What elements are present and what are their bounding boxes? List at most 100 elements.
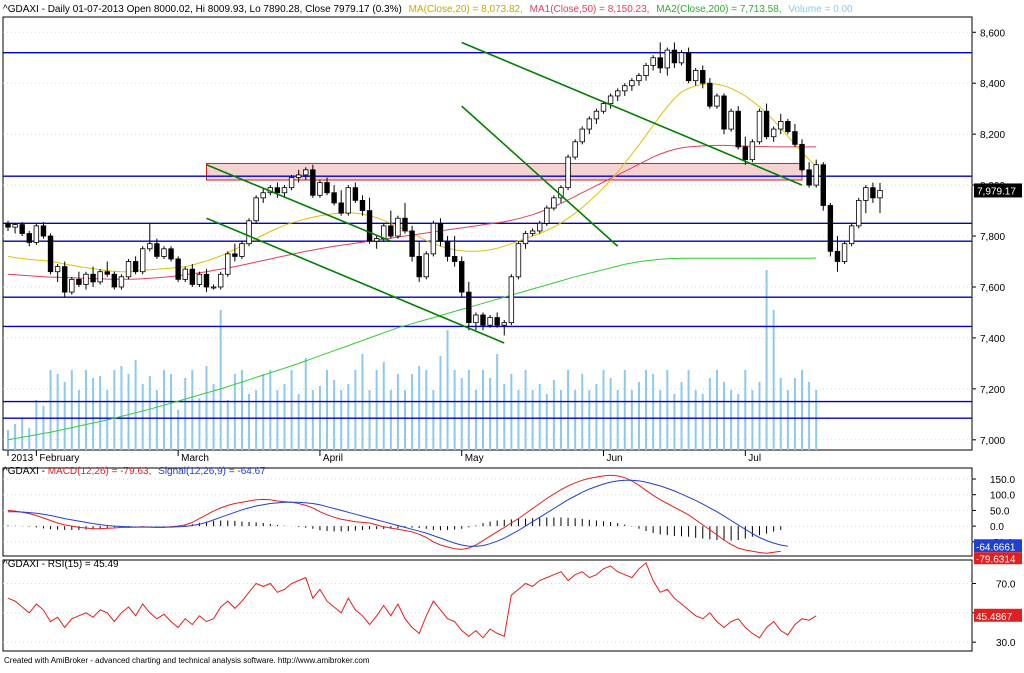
volume-bar	[269, 370, 272, 450]
trend-channel-line	[461, 105, 619, 247]
volume-bar	[623, 370, 626, 450]
candle-body	[40, 225, 47, 237]
volume-bar	[581, 374, 584, 450]
candle-body	[111, 273, 118, 288]
x-axis-label: Jul	[748, 453, 761, 464]
candle-body	[303, 169, 309, 176]
candle-body	[423, 253, 429, 278]
volume-bar	[56, 374, 59, 450]
candle-body	[26, 233, 32, 243]
volume-bar	[77, 390, 80, 450]
volume-bar	[666, 370, 669, 450]
candle-body	[345, 187, 351, 214]
x-axis-label: February	[39, 453, 79, 464]
volume-bar	[510, 374, 513, 450]
candle-body	[395, 217, 401, 237]
candle-body	[246, 220, 252, 245]
candle-body	[97, 271, 103, 283]
price-y-tick-label: 7,200	[980, 385, 1005, 396]
candle-body	[132, 261, 139, 273]
candle-body	[508, 276, 515, 324]
price-y-tick-label: 8,600	[980, 28, 1005, 39]
volume-bar	[474, 390, 477, 450]
macd-y-tick-label: 50.0	[990, 506, 1010, 517]
candle-body	[629, 80, 635, 87]
macd-last-label: -64.6661	[976, 542, 1016, 553]
resistance-zone	[206, 162, 803, 181]
candle-body	[501, 322, 507, 326]
x-axis-label: March	[181, 453, 209, 464]
volume-bar	[28, 428, 31, 450]
volume-bar	[184, 378, 187, 450]
candle-body	[104, 271, 110, 275]
volume-bar	[35, 400, 38, 450]
volume-bar	[531, 390, 534, 450]
volume-bar	[602, 370, 605, 450]
candle-body	[480, 314, 486, 326]
candle-body	[848, 225, 855, 245]
volume-bar	[588, 390, 591, 450]
price-y-tick-label: 7,800	[980, 232, 1005, 243]
macd-y-tick-label: 150.0	[990, 475, 1015, 486]
candle-body	[572, 141, 578, 158]
candle-body	[785, 121, 791, 133]
volume-bar	[815, 390, 818, 450]
volume-bar	[545, 394, 548, 450]
volume-bar	[262, 374, 265, 450]
volume-bar	[311, 390, 314, 450]
volume-bar	[694, 390, 697, 450]
rsi-header: ^GDAXI - RSI(15) = 45.49	[3, 559, 119, 570]
volume-bar	[7, 430, 9, 450]
candle-body	[203, 273, 210, 288]
ma200-line	[7, 257, 817, 441]
volume-bar	[489, 378, 492, 450]
candle-body	[147, 243, 153, 250]
trend-channel-line	[206, 217, 505, 344]
candle-body	[529, 230, 536, 234]
candle-body	[856, 199, 862, 227]
candle-body	[253, 197, 259, 222]
candle-body	[225, 253, 231, 275]
volume-bar	[758, 382, 761, 450]
volume-bar	[113, 370, 116, 450]
candle-body	[685, 52, 692, 82]
rsi-y-tick-label: 70.0	[996, 579, 1016, 590]
volume-bar	[177, 410, 180, 450]
candle-body	[310, 169, 316, 196]
candle-body	[537, 222, 543, 232]
candle-body	[678, 52, 685, 64]
candle-body	[139, 248, 146, 273]
candle-body	[728, 110, 734, 130]
candle-body	[792, 131, 798, 145]
candle-body	[416, 256, 422, 278]
volume-bar	[382, 362, 385, 450]
signal-last-label: -79.6314	[976, 554, 1016, 565]
volume-bar	[212, 384, 215, 450]
volume-bar	[99, 376, 102, 450]
volume-bar	[808, 382, 811, 450]
candle-body	[281, 187, 288, 194]
candle-body	[551, 197, 557, 209]
volume-bar	[609, 378, 612, 450]
candle-body	[778, 121, 784, 130]
price-header-ma50: MA1(Close,50) = 8,150.23,	[530, 4, 650, 15]
candle-body	[388, 225, 394, 237]
candle-body	[47, 235, 54, 273]
volume-bar	[63, 382, 66, 450]
volume-bar	[737, 394, 740, 450]
price-y-tick-label: 7,000	[980, 436, 1005, 447]
candle-body	[409, 230, 415, 257]
volume-bar	[42, 406, 45, 450]
candle-body	[586, 118, 593, 130]
volume-bar	[354, 370, 357, 450]
volume-bar	[673, 394, 676, 450]
candle-body	[515, 243, 522, 278]
candle-body	[175, 258, 181, 280]
price-header-volume: Volume = 0.00	[788, 4, 853, 15]
candle-body	[161, 248, 167, 257]
volume-bar	[801, 370, 804, 450]
volume-bar	[404, 390, 407, 450]
candle-body	[473, 314, 479, 324]
candle-body	[189, 268, 196, 285]
